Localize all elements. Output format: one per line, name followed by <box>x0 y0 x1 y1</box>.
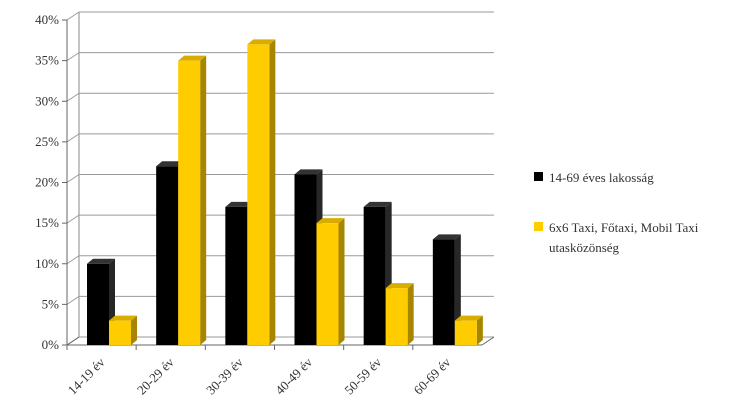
bar-top <box>316 218 345 224</box>
bar-top <box>109 315 137 321</box>
gridline-side <box>66 11 80 21</box>
bar-side <box>131 315 137 345</box>
legend-swatch-series-1 <box>534 172 543 181</box>
bar-front <box>294 174 317 345</box>
bar-side <box>338 218 345 345</box>
bar-front <box>87 263 109 345</box>
bar-top <box>247 39 276 45</box>
axes <box>62 19 495 350</box>
bar-top <box>225 201 254 207</box>
y-tick-label: 35% <box>35 53 59 68</box>
bar-top <box>363 201 392 207</box>
bars <box>87 39 483 345</box>
bar-front <box>432 239 455 345</box>
y-tick-label: 25% <box>35 134 59 149</box>
bar-2-1 <box>109 315 137 345</box>
bar-2-4 <box>316 218 345 345</box>
x-tick-labels: 14-19 év 20-29 év 30-39 év 40-49 év 50-59 év… <box>65 354 454 397</box>
legend-label-series-2: 6x6 Taxi, Főtaxi, Mobil Taxi utasközönsé… <box>549 220 699 255</box>
bar-front <box>385 288 408 345</box>
x-tick-label: 30-39 év <box>203 354 246 397</box>
x-tick-label: 20-29 év <box>134 354 177 397</box>
bar-front <box>178 60 201 345</box>
y-tick-label: 0% <box>42 337 60 352</box>
legend-item-series-1: 14-69 éves lakosság <box>534 168 744 188</box>
gridline-side <box>66 133 80 143</box>
gridline-side <box>66 52 80 62</box>
legend-item-series-2: 6x6 Taxi, Főtaxi, Mobil Taxi utasközönsé… <box>534 218 744 258</box>
floor-edge <box>481 336 495 346</box>
gridline-side <box>66 174 80 183</box>
bar-front <box>363 206 386 345</box>
gridlines <box>66 11 494 346</box>
bar-side <box>476 315 483 345</box>
bar-side <box>407 283 414 345</box>
bar-top <box>178 55 207 61</box>
bar-top <box>87 258 115 264</box>
bar-top <box>432 234 461 240</box>
bar-2-2 <box>178 55 207 345</box>
y-tick-label: 10% <box>35 256 59 271</box>
gridline-side <box>66 92 80 102</box>
bar-top <box>294 169 323 175</box>
x-tick-label: 60-69 év <box>411 354 454 397</box>
bar-front <box>454 320 477 345</box>
bar-side <box>269 39 276 345</box>
gridline-side <box>66 214 80 224</box>
bar-front <box>247 44 270 345</box>
y-tick-label: 30% <box>35 93 59 108</box>
bar-top <box>454 315 483 321</box>
bar-front <box>156 166 179 345</box>
bar-side <box>200 55 207 345</box>
y-tick-label: 15% <box>35 215 59 230</box>
legend-label-series-1: 14-69 éves lakosság <box>549 170 654 185</box>
legend: 14-69 éves lakosság 6x6 Taxi, Főtaxi, Mo… <box>534 168 744 288</box>
gridline-side <box>66 295 80 305</box>
bar-2-3 <box>247 39 276 345</box>
y-tick-label: 20% <box>35 175 59 190</box>
x-tick-label: 50-59 év <box>341 354 384 397</box>
x-tick-label: 40-49 év <box>272 354 315 397</box>
legend-swatch-series-2 <box>534 222 543 231</box>
bar-top <box>385 283 414 289</box>
bar-front <box>316 223 339 345</box>
bar-2-5 <box>385 283 414 345</box>
y-tick-label: 5% <box>42 296 60 311</box>
y-tick-label: 40% <box>35 12 59 27</box>
x-tick-label: 14-19 év <box>65 354 108 397</box>
bar-top <box>156 161 185 167</box>
bar-front <box>225 206 248 345</box>
floor-edge <box>66 336 80 346</box>
bar-front <box>109 320 131 345</box>
gridline-side <box>66 255 80 265</box>
bar-2-6 <box>454 315 483 345</box>
y-tick-labels: 0% 5% 10% 15% 20% 25% 30% 35% 40% <box>35 12 59 352</box>
